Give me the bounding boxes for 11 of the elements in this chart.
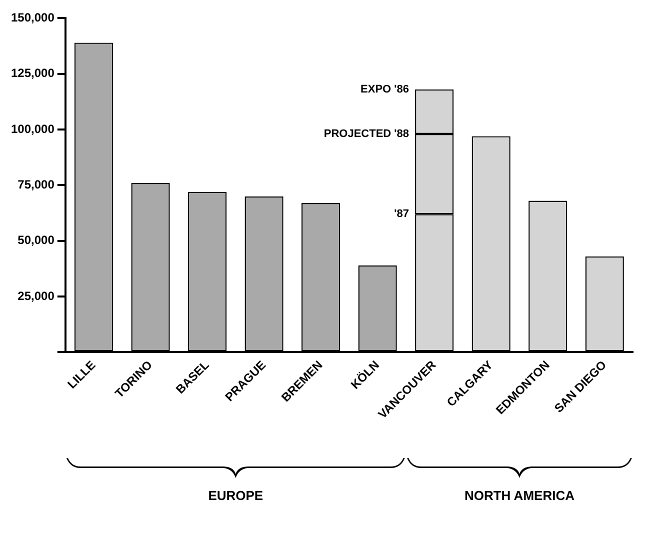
annotation: EXPO '86 [360, 83, 410, 96]
text: EUROPE [207, 488, 264, 503]
y-tick-label: 100,000 [10, 122, 55, 136]
y-tick-label: 75,000 [18, 178, 55, 192]
y-tick-label: 150,000 [10, 10, 55, 25]
text: NORTH AMERICA [463, 488, 576, 503]
y-tick-label: 50,000 [18, 233, 55, 248]
annotation: PROJECTED '88 [324, 128, 410, 140]
y-tick-label: 25,000 [18, 288, 55, 303]
y-tick-label: 125,000 [10, 66, 55, 80]
annotation: '87 [394, 208, 410, 220]
